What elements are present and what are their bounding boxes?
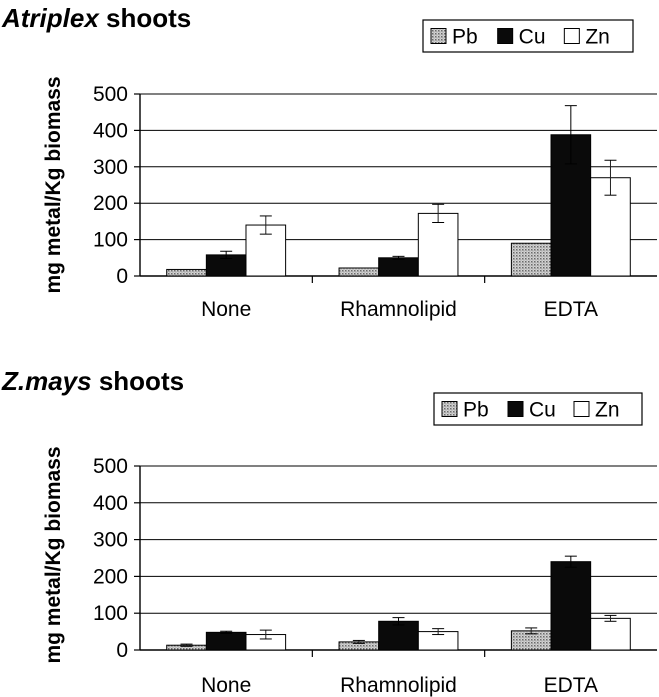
bar-pb-none [166,268,207,277]
bar-zn-edta [590,617,631,651]
bar-zn-rhamnolipid [417,212,459,277]
bar-cu-rhamnolipid [378,257,419,277]
legend: Pb Cu Zn [433,392,643,426]
y-tick-label: 200 [93,192,128,215]
y-tick-label: 100 [93,602,128,625]
chart-title: Atriplex shoots [1,3,191,33]
legend-swatch-pb [430,28,447,44]
bar-cu-edta [550,561,592,651]
legend-swatch-cu [497,28,514,44]
category-label: EDTA [544,298,598,321]
y-axis-label: mg metal/Kg biomass [42,76,65,293]
y-tick-label: 500 [93,455,128,478]
category-label: None [201,674,251,697]
y-tick-label: 300 [93,156,128,179]
y-axis-label: mg metal/Kg biomass [42,446,65,663]
y-tick-label: 300 [93,529,128,552]
category-label: Rhamnolipid [340,298,457,321]
legend-label-zn: Zn [585,26,610,49]
legend-label-pb: Pb [452,26,478,49]
bar-pb-edta [510,242,552,277]
zmays-chart: Z.mays shoots mg metal/Kg biomass 0 100 20… [1,366,657,697]
plot-area: 0 100 200 300 400 500 None Rhamnolipid EDTA [93,83,657,321]
legend-swatch-zn [563,28,580,44]
legend-box [422,19,634,53]
bar-pb-rhamnolipid [338,267,380,277]
legend-label-zn: Zn [595,399,620,422]
legend-label-cu: Cu [529,399,556,422]
legend-swatch-pb [441,401,458,417]
bar-cu-rhamnolipid [378,620,419,651]
legend-swatch-cu [507,401,524,417]
legend-label-pb: Pb [463,399,489,422]
category-label: Rhamnolipid [340,674,457,697]
y-tick-label: 0 [116,265,128,288]
category-label: EDTA [544,674,598,697]
legend-label-cu: Cu [519,26,546,49]
plot-area: 0 100 200 300 400 500 None Rhamnolipid EDTA [93,455,657,697]
legend-box [433,392,643,426]
y-tick-label: 500 [93,83,128,106]
y-tick-label: 100 [93,229,128,252]
legend: Pb Cu Zn [422,19,634,53]
bar-cu-none [205,631,247,651]
category-label: None [201,298,251,321]
y-tick-label: 200 [93,565,128,588]
chart-title: Z.mays shoots [1,366,184,396]
atriplex-chart: Atriplex shoots mg metal/Kg biomass 0 100… [1,3,657,321]
legend-swatch-zn [573,401,590,417]
y-tick-label: 400 [93,119,128,142]
y-tick-label: 400 [93,492,128,515]
y-tick-label: 0 [116,639,128,662]
